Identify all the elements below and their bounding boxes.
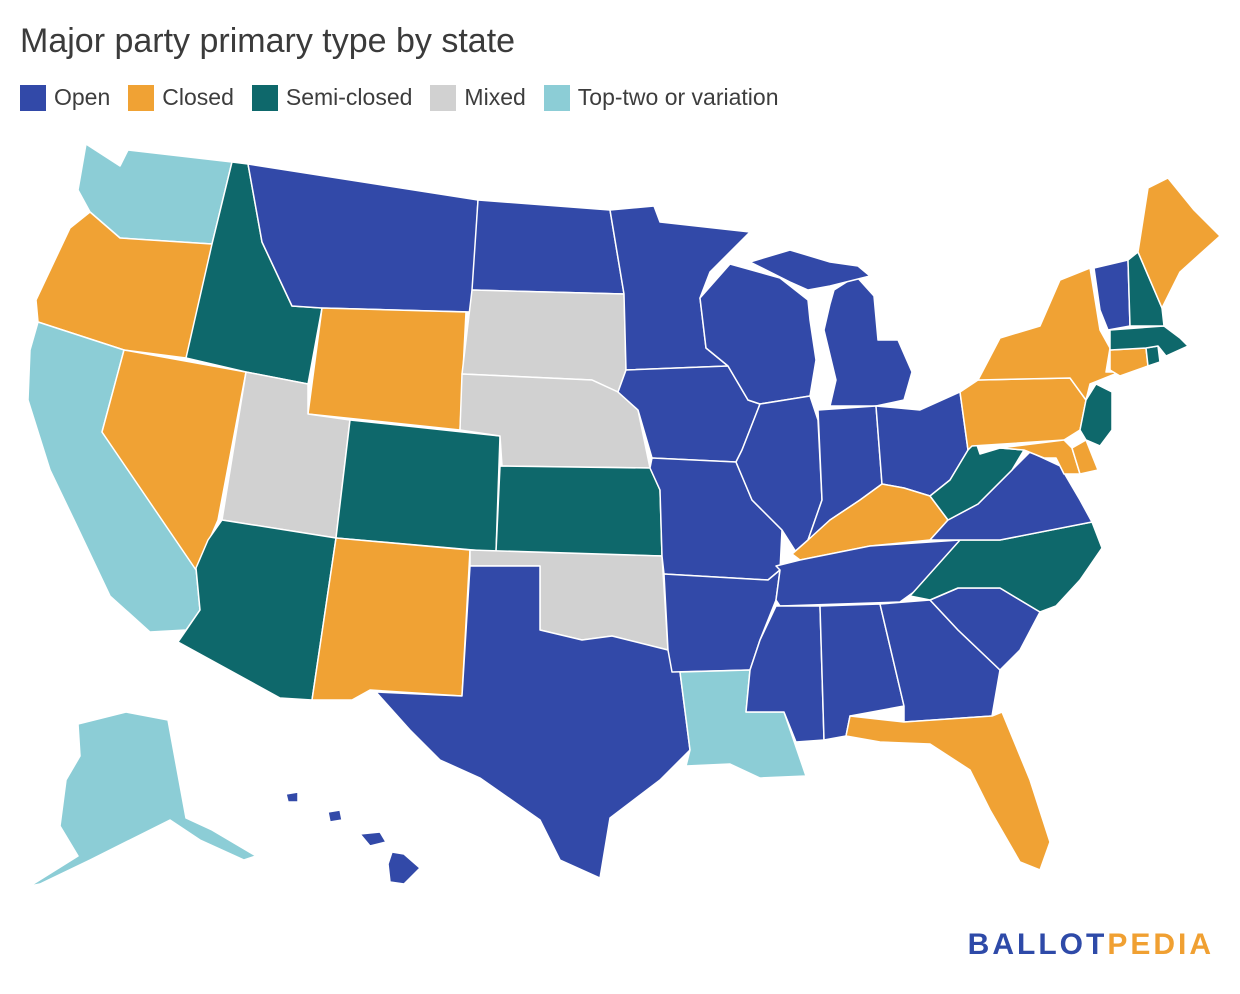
legend-label-top-two: Top-two or variation — [577, 84, 779, 110]
state-ks[interactable] — [495, 465, 663, 557]
state-ma[interactable] — [1109, 325, 1189, 357]
legend-item-mixed: Mixed — [430, 84, 526, 111]
legend-swatch-semi-closed — [251, 84, 278, 111]
state-pa[interactable] — [959, 377, 1087, 451]
state-wi[interactable] — [699, 263, 817, 405]
state-ak[interactable] — [29, 711, 257, 887]
state-hi-oahu[interactable] — [327, 809, 343, 823]
state-tx[interactable] — [375, 565, 691, 879]
state-hi-kauai[interactable] — [285, 791, 299, 803]
state-wy[interactable] — [307, 307, 467, 431]
state-vt[interactable] — [1093, 259, 1131, 331]
state-co[interactable] — [335, 419, 501, 553]
state-de[interactable] — [1071, 439, 1099, 475]
map-title: Major party primary type by state — [20, 22, 516, 60]
state-nh[interactable] — [1127, 251, 1165, 327]
legend-label-mixed: Mixed — [464, 84, 526, 110]
state-hi-maui[interactable] — [359, 831, 387, 847]
ballotpedia-logo: BALLOTPEDIA — [968, 928, 1214, 962]
state-me[interactable] — [1137, 177, 1221, 309]
legend-item-top-two: Top-two or variation — [543, 84, 779, 111]
legend-item-open: Open — [20, 84, 110, 111]
state-nj[interactable] — [1079, 383, 1113, 447]
state-ct[interactable] — [1109, 347, 1149, 377]
state-mi[interactable] — [823, 275, 913, 407]
logo-part-ballot: BALLOT — [967, 928, 1108, 961]
legend-swatch-closed — [128, 84, 155, 111]
legend-swatch-mixed — [430, 84, 457, 111]
state-nm[interactable] — [311, 537, 471, 701]
state-or[interactable] — [35, 211, 223, 359]
state-md[interactable] — [999, 439, 1081, 475]
legend-swatch-open — [20, 84, 46, 111]
state-fl[interactable] — [845, 711, 1051, 871]
legend-swatch-top-two — [543, 84, 570, 111]
legend-label-closed: Closed — [162, 84, 234, 110]
legend-item-semi-closed: Semi-closed — [251, 84, 413, 111]
legend: Open Closed Semi-closed Mixed Top-two or… — [20, 84, 778, 111]
legend-item-closed: Closed — [128, 84, 234, 111]
state-nd[interactable] — [471, 199, 625, 295]
legend-label-open: Open — [54, 84, 111, 110]
state-hi-big[interactable] — [387, 851, 421, 885]
state-wv[interactable] — [929, 429, 1025, 521]
legend-label-semi-closed: Semi-closed — [285, 84, 413, 110]
logo-part-pedia: PEDIA — [1107, 928, 1214, 961]
state-ri[interactable] — [1145, 345, 1161, 367]
state-mi-upper[interactable] — [749, 249, 871, 291]
